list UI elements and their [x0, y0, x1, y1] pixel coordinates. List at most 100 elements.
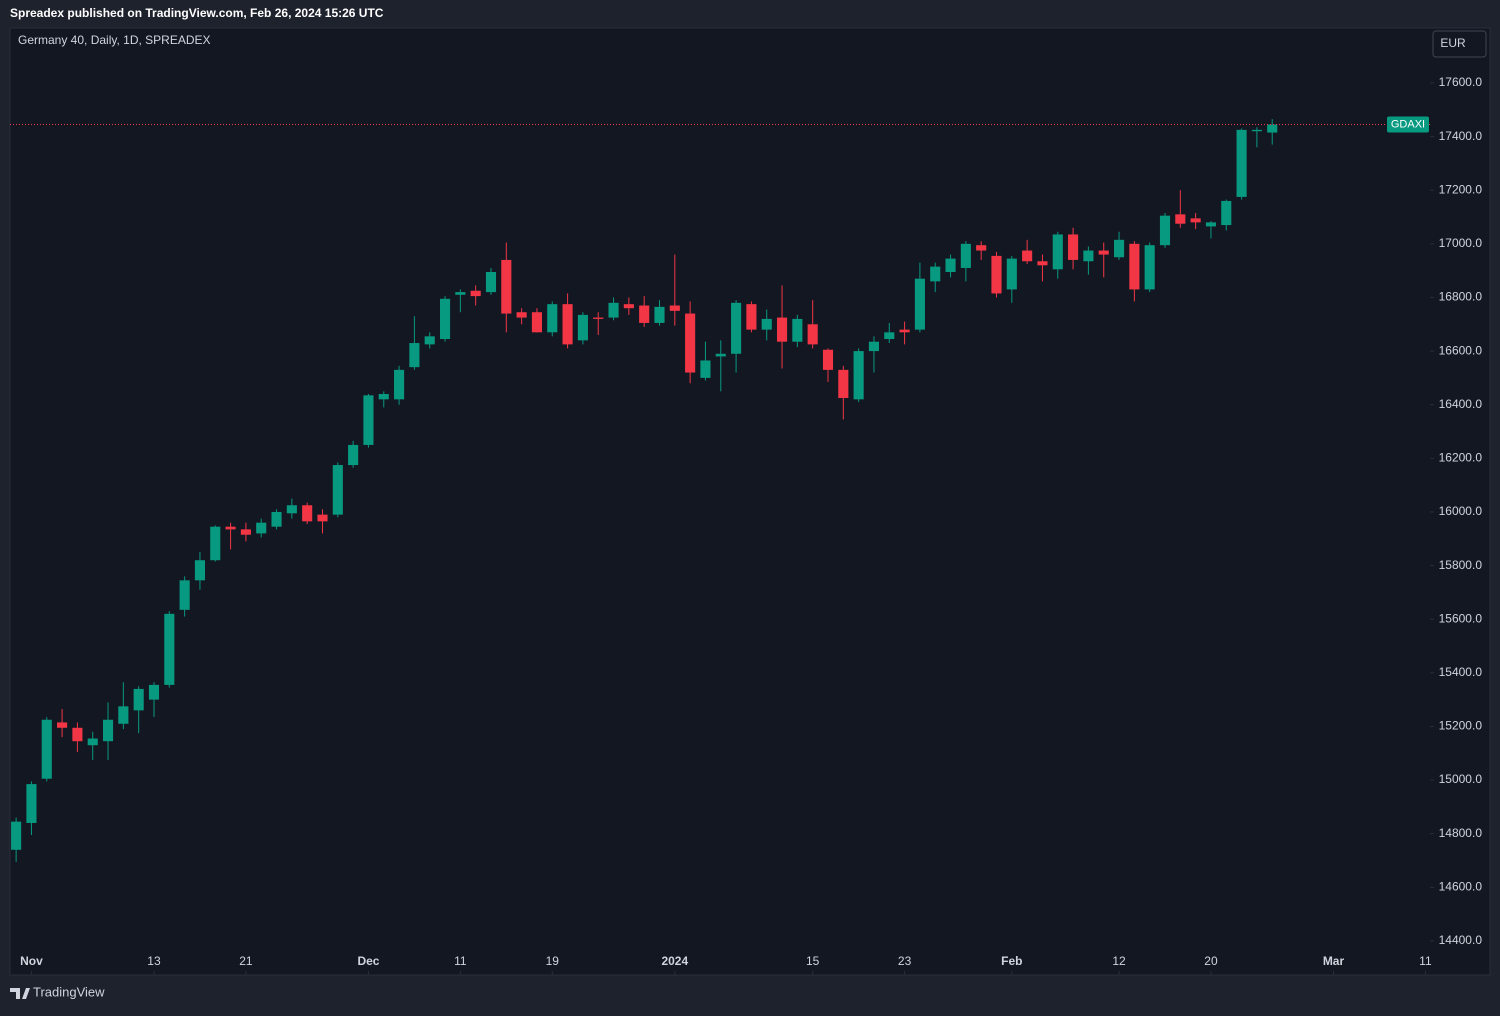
candle-body: [562, 304, 573, 345]
candle-body: [210, 526, 221, 561]
candle-body: [822, 349, 834, 370]
candle-body: [1159, 215, 1171, 246]
x-tick-label: 11: [454, 954, 467, 968]
candle-body: [179, 580, 190, 610]
y-tick-label: 17000.0: [1439, 236, 1483, 250]
candle-body: [1205, 222, 1217, 227]
candle-body: [348, 444, 359, 466]
candle-body: [118, 706, 129, 724]
candle-body: [884, 332, 895, 340]
x-tick-label: Mar: [1323, 954, 1345, 968]
x-tick-label: Dec: [357, 954, 379, 968]
candle-body: [669, 305, 680, 311]
candle-body: [1267, 124, 1278, 133]
candle-body: [394, 369, 405, 400]
y-tick-label: 15800.0: [1439, 558, 1483, 572]
y-tick-label: 14600.0: [1439, 879, 1483, 893]
candle-body: [1068, 234, 1079, 260]
candle-body: [654, 306, 665, 323]
candle-body: [87, 738, 98, 746]
candle-body: [470, 290, 481, 297]
y-tick-label: 15400.0: [1439, 665, 1483, 679]
candle-body: [991, 255, 1002, 294]
candle-body: [1022, 250, 1033, 262]
x-tick-label: 19: [546, 954, 560, 968]
currency[interactable]: EUR: [1440, 36, 1466, 50]
candle-body: [1098, 250, 1109, 255]
candle-body: [439, 298, 451, 340]
candle-body: [332, 465, 343, 515]
candle-body: [914, 278, 925, 330]
chart-panel: [9, 27, 1491, 976]
x-tick-label: 12: [1112, 954, 1126, 968]
y-tick-label: 16200.0: [1439, 451, 1483, 465]
candle-body: [593, 317, 604, 319]
candle-body: [1129, 243, 1140, 290]
candle-body: [807, 324, 818, 345]
header: Spreadex published on TradingView.com, F…: [10, 6, 384, 20]
candle-body: [256, 522, 267, 534]
candle-body: [455, 292, 466, 295]
candle-body: [1037, 261, 1048, 266]
candle-body: [960, 243, 971, 268]
candle-body: [792, 318, 803, 342]
candle-body: [72, 727, 83, 742]
candle-body: [424, 336, 435, 345]
candle-body: [853, 351, 864, 400]
candle-body: [976, 245, 987, 251]
candle-body: [1190, 218, 1201, 223]
candle-body: [148, 684, 160, 700]
y-tick-label: 16000.0: [1439, 504, 1483, 518]
candle-body: [639, 305, 650, 323]
candle-body: [623, 304, 634, 309]
x-tick-label: 13: [147, 954, 161, 968]
candle-body: [547, 304, 558, 333]
candle-body: [899, 329, 910, 333]
candle-body: [761, 318, 772, 330]
x-tick-label: Nov: [20, 954, 43, 968]
y-tick-label: 14400.0: [1439, 933, 1483, 947]
x-tick-label: Feb: [1001, 954, 1022, 968]
candle-body: [240, 529, 251, 535]
candle-body: [363, 395, 374, 445]
candle-body: [378, 393, 389, 400]
candle-body: [164, 613, 175, 685]
candle-body: [531, 312, 543, 333]
x-tick-label: 23: [898, 954, 912, 968]
candle-body: [700, 360, 711, 378]
candle-body: [577, 314, 588, 341]
candle-body: [57, 722, 68, 728]
candle-body: [868, 341, 880, 352]
candle-body: [731, 302, 742, 354]
currency-box[interactable]: [1432, 30, 1487, 58]
candle-body: [1113, 239, 1125, 258]
candle-body: [41, 719, 52, 779]
x-tick-label: 2024: [661, 954, 688, 968]
candle-body: [746, 304, 757, 330]
x-tick-label: 21: [239, 954, 253, 968]
candle-body: [516, 312, 527, 318]
candle-body: [1175, 214, 1186, 224]
candle-body: [286, 505, 297, 514]
x-tick-label: 20: [1204, 954, 1218, 968]
candle-body: [133, 688, 144, 711]
candle-body: [317, 514, 328, 522]
y-tick-label: 17400.0: [1439, 129, 1483, 143]
candle-body: [302, 505, 313, 522]
candle-body: [1006, 258, 1017, 290]
y-tick-label: 17600.0: [1439, 75, 1483, 89]
candle-body: [194, 560, 206, 581]
footer: TradingView: [33, 984, 105, 999]
y-tick-label: 15600.0: [1439, 611, 1483, 625]
y-tick-label: 16400.0: [1439, 397, 1483, 411]
candle-body: [1251, 129, 1262, 132]
candle-body: [1144, 245, 1155, 290]
candle-body: [11, 821, 22, 850]
candle-body: [485, 271, 497, 293]
y-tick-label: 16600.0: [1439, 343, 1483, 357]
candle-body: [501, 259, 512, 314]
candle-body: [1236, 129, 1247, 197]
y-tick-label: 14800.0: [1439, 826, 1483, 840]
